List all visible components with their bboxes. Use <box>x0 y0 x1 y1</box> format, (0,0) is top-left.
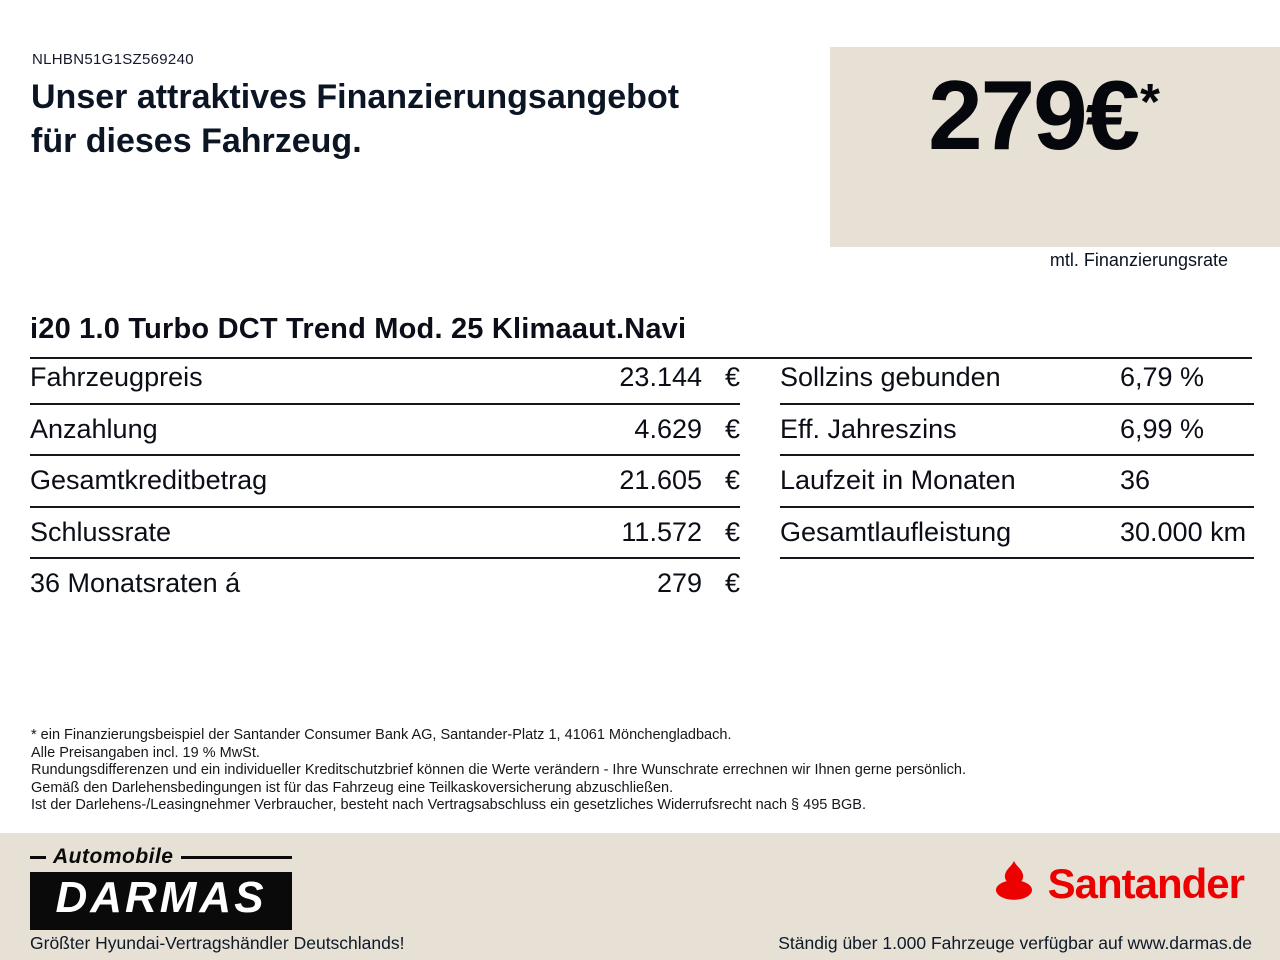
row-laufzeit: Laufzeit in Monaten 36 <box>780 456 1254 508</box>
footnote-line: Alle Preisangaben incl. 19 % MwSt. <box>31 744 260 761</box>
row-monatsraten: 36 Monatsraten á 279 € <box>30 559 740 609</box>
row-gesamtlaufleistung: Gesamtlaufleistung 30.000 km <box>780 508 1254 559</box>
row-fahrzeugpreis: Fahrzeugpreis 23.144 € <box>30 353 740 405</box>
row-label: Gesamtlaufleistung <box>780 516 1012 547</box>
row-value: 21.605 <box>619 465 702 496</box>
headline-line-2: für dieses Fahrzeug. <box>31 121 362 160</box>
row-unit: € <box>724 568 740 599</box>
row-value: 36 <box>1120 465 1151 496</box>
vehicle-title-section: i20 1.0 Turbo DCT Trend Mod. 25 Klimaaut… <box>30 313 1252 359</box>
darmas-logo-automobile: Automobile <box>53 845 174 868</box>
vin-number: NLHBN51G1SZ569240 <box>32 51 194 68</box>
santander-flame-icon <box>990 859 1038 908</box>
row-schlussrate: Schlussrate 11.572 € <box>30 508 740 559</box>
row-unit: € <box>724 413 740 444</box>
santander-logo: Santander <box>990 859 1245 908</box>
row-label: Schlussrate <box>30 516 172 547</box>
row-label: Sollzins gebunden <box>780 362 1001 393</box>
row-anzahlung: Anzahlung 4.629 € <box>30 405 740 456</box>
footnote-line: Gemäß den Darlehensbedingungen ist für d… <box>31 779 674 796</box>
monthly-rate-value: 279€* <box>830 59 1258 172</box>
santander-wordmark: Santander <box>1047 859 1245 907</box>
row-label: Gesamtkreditbetrag <box>30 465 268 496</box>
website-tagline: Ständig über 1.000 Fahrzeuge verfügbar a… <box>778 933 1252 953</box>
dealer-tagline: Größter Hyundai-Vertragshändler Deutschl… <box>30 933 405 953</box>
rate-amount: 279€ <box>928 60 1140 170</box>
finance-table-left: Fahrzeugpreis 23.144 € Anzahlung 4.629 €… <box>30 353 740 609</box>
row-value: 4.629 <box>634 413 702 444</box>
footnote-line: Ist der Darlehens-/Leasingnehmer Verbrau… <box>31 797 867 814</box>
vehicle-title: i20 1.0 Turbo DCT Trend Mod. 25 Klimaaut… <box>30 313 687 345</box>
row-unit: € <box>724 465 740 496</box>
row-value: 11.572 <box>621 516 702 547</box>
finance-table-right: Sollzins gebunden 6,79 % Eff. Jahreszins… <box>780 353 1254 559</box>
row-value: 279 <box>656 568 702 599</box>
row-value: 6,79 % <box>1120 362 1205 393</box>
row-label: Eff. Jahreszins <box>780 413 957 444</box>
row-label: Laufzeit in Monaten <box>780 465 1016 496</box>
row-value: 30.000 km <box>1120 516 1247 547</box>
row-value: 23.144 <box>619 362 702 393</box>
row-unit: € <box>724 362 740 393</box>
rate-box: 279€* mtl. Finanzierungsrate <box>830 47 1280 270</box>
darmas-logo: Automobile DARMAS <box>30 845 292 930</box>
headline: Unser attraktives Finanzierungsangebot f… <box>31 76 679 163</box>
row-value: 6,99 % <box>1120 413 1205 444</box>
darmas-logo-line-right <box>180 855 292 859</box>
footer-band: Automobile DARMAS Santander Größter Hyun… <box>0 833 1280 960</box>
row-sollzins: Sollzins gebunden 6,79 % <box>780 353 1254 405</box>
row-gesamtkreditbetrag: Gesamtkreditbetrag 21.605 € <box>30 456 740 508</box>
darmas-logo-line-left <box>30 855 46 859</box>
footnote-line: Rundungsdifferenzen und ein individuelle… <box>31 762 966 779</box>
footnote-line: * ein Finanzierungsbeispiel der Santande… <box>31 727 732 743</box>
row-label: 36 Monatsraten á <box>30 568 241 599</box>
row-jahreszins: Eff. Jahreszins 6,99 % <box>780 405 1254 456</box>
monthly-rate-label: mtl. Finanzierungsrate <box>1049 250 1228 270</box>
footnotes: * ein Finanzierungsbeispiel der Santande… <box>31 727 966 815</box>
rate-asterisk: * <box>1140 73 1160 131</box>
darmas-logo-top: Automobile <box>30 845 292 869</box>
row-label: Fahrzeugpreis <box>30 362 203 393</box>
row-label: Anzahlung <box>30 413 158 444</box>
darmas-logo-wordmark: DARMAS <box>30 872 292 930</box>
row-unit: € <box>724 516 740 547</box>
headline-line-1: Unser attraktives Finanzierungsangebot <box>31 78 680 116</box>
